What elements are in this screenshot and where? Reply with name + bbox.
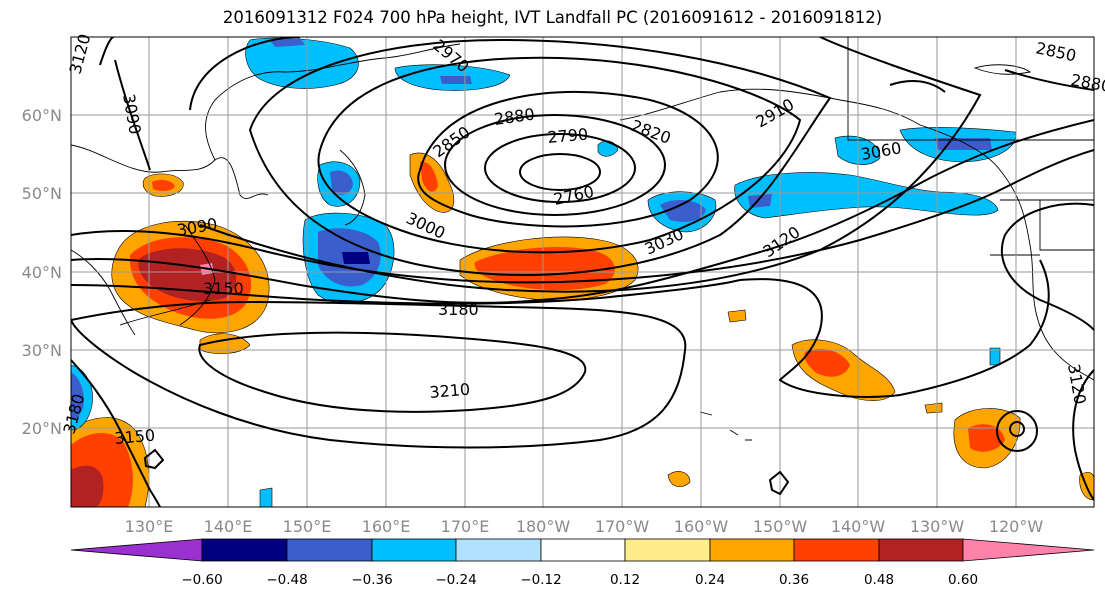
lon-label: 160°W [674, 517, 729, 536]
colorbar-tick: −0.48 [266, 572, 307, 588]
colorbar-tick: 0.60 [948, 572, 978, 588]
longitude-labels: 130°E 140°E 150°E 160°E 170°E 180°W 170°… [125, 517, 1044, 536]
colorbar [70, 538, 1095, 562]
colorbar-segment [201, 538, 288, 562]
plot-frame [70, 36, 1095, 508]
contour-label: 2790 [547, 125, 589, 147]
lon-label: 130°E [125, 517, 174, 536]
lat-label: 50°N [22, 184, 62, 203]
contour-label: 3150 [203, 279, 244, 298]
colorbar-segment [624, 538, 711, 562]
colorbar-tick: 0.12 [610, 572, 640, 588]
lon-label: 160°E [362, 517, 411, 536]
latitude-labels: 60°N 50°N 40°N 30°N 20°N [22, 106, 62, 438]
lon-label: 150°W [753, 517, 808, 536]
ivt-shading [71, 37, 1094, 507]
graticule [71, 37, 1094, 507]
colorbar-tick: −0.36 [351, 572, 392, 588]
lon-label: 120°W [989, 517, 1044, 536]
lat-label: 20°N [22, 419, 62, 438]
colorbar-segment [709, 538, 795, 562]
lon-label: 180°W [516, 517, 571, 536]
colorbar-tick: 0.48 [864, 572, 894, 588]
lon-label: 140°E [204, 517, 253, 536]
contour-label: 3210 [429, 380, 471, 402]
lon-label: 150°E [283, 517, 332, 536]
contour-label-group: 3120 3090 2970 2850 2880 2790 2820 2910 … [60, 32, 1105, 448]
colorbar-extend-left [70, 538, 203, 562]
lat-label: 60°N [22, 106, 62, 125]
lon-label: 130°W [910, 517, 965, 536]
colorbar-ticks: −0.60 −0.48 −0.36 −0.24 −0.12 0.12 0.24 … [181, 572, 978, 588]
colorbar-tick: −0.12 [520, 572, 561, 588]
colorbar-segment [455, 538, 542, 562]
colorbar-segment [793, 538, 880, 562]
contour-label: 3180 [438, 300, 479, 319]
colorbar-segment [540, 538, 626, 562]
colorbar-extend-right [962, 538, 1095, 562]
colorbar-segment [878, 538, 964, 562]
colorbar-tick: 0.24 [695, 572, 725, 588]
lon-label: 140°W [831, 517, 886, 536]
lat-label: 30°N [22, 341, 62, 360]
lat-label: 40°N [22, 263, 62, 282]
colorbar-segment [371, 538, 457, 562]
lon-label: 170°E [441, 517, 490, 536]
colorbar-segment [286, 538, 373, 562]
lon-label: 170°W [595, 517, 650, 536]
contour-label: 3150 [114, 426, 156, 448]
colorbar-tick: 0.36 [779, 572, 809, 588]
height-contours [71, 37, 1094, 507]
map-title: 2016091312 F024 700 hPa height, IVT Land… [222, 8, 883, 27]
colorbar-tick: −0.60 [181, 572, 222, 588]
colorbar-tick: −0.24 [435, 572, 476, 588]
